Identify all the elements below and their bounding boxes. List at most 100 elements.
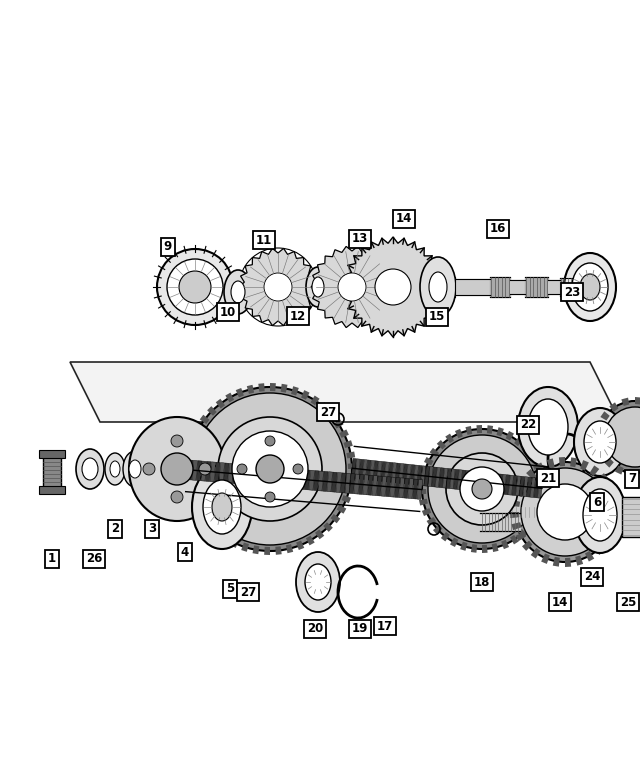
Polygon shape — [413, 465, 419, 485]
Polygon shape — [615, 465, 624, 475]
Polygon shape — [237, 464, 243, 484]
Polygon shape — [296, 541, 304, 550]
Polygon shape — [280, 384, 287, 392]
Bar — [622, 497, 640, 537]
Polygon shape — [461, 470, 466, 490]
Ellipse shape — [293, 464, 303, 474]
Polygon shape — [373, 461, 378, 481]
Polygon shape — [394, 477, 400, 497]
Polygon shape — [628, 469, 635, 477]
Polygon shape — [406, 464, 412, 484]
Polygon shape — [417, 465, 422, 486]
Ellipse shape — [515, 462, 615, 562]
Polygon shape — [609, 494, 619, 502]
Polygon shape — [184, 458, 193, 464]
Polygon shape — [327, 472, 333, 492]
Polygon shape — [439, 468, 444, 488]
Text: 13: 13 — [352, 232, 368, 246]
Polygon shape — [385, 476, 391, 497]
Polygon shape — [482, 545, 488, 553]
Polygon shape — [348, 463, 356, 469]
Polygon shape — [194, 424, 204, 433]
Polygon shape — [380, 462, 386, 482]
Polygon shape — [531, 513, 540, 521]
Polygon shape — [346, 451, 355, 458]
Polygon shape — [575, 556, 583, 566]
Polygon shape — [547, 458, 555, 469]
Ellipse shape — [312, 277, 324, 297]
Polygon shape — [534, 478, 540, 498]
Polygon shape — [187, 490, 196, 498]
Ellipse shape — [572, 263, 608, 311]
Polygon shape — [501, 474, 506, 494]
Polygon shape — [211, 526, 221, 535]
Polygon shape — [515, 532, 526, 542]
Polygon shape — [342, 495, 351, 503]
Polygon shape — [200, 415, 209, 424]
Ellipse shape — [446, 453, 518, 525]
Ellipse shape — [605, 407, 640, 467]
Text: 16: 16 — [490, 222, 506, 235]
Polygon shape — [419, 499, 428, 506]
Polygon shape — [522, 541, 532, 551]
Polygon shape — [355, 458, 360, 479]
Polygon shape — [408, 479, 413, 499]
Polygon shape — [531, 548, 541, 559]
Polygon shape — [537, 494, 546, 500]
Ellipse shape — [179, 271, 211, 303]
Polygon shape — [534, 503, 544, 511]
Polygon shape — [465, 470, 470, 490]
Text: 23: 23 — [564, 285, 580, 298]
Polygon shape — [214, 462, 220, 483]
Polygon shape — [476, 472, 481, 492]
Polygon shape — [327, 410, 337, 420]
Polygon shape — [259, 466, 265, 486]
Text: 11: 11 — [256, 234, 272, 246]
Polygon shape — [241, 542, 249, 552]
Polygon shape — [277, 468, 283, 488]
Polygon shape — [510, 512, 519, 518]
Text: 15: 15 — [429, 311, 445, 323]
Ellipse shape — [82, 458, 98, 480]
Ellipse shape — [188, 387, 352, 551]
Polygon shape — [487, 425, 493, 434]
Polygon shape — [610, 517, 620, 524]
Polygon shape — [337, 505, 346, 514]
Circle shape — [338, 273, 366, 301]
Polygon shape — [273, 467, 278, 487]
Polygon shape — [376, 476, 382, 496]
Ellipse shape — [105, 453, 125, 485]
Polygon shape — [450, 538, 458, 547]
Polygon shape — [501, 540, 509, 549]
Ellipse shape — [171, 435, 183, 447]
Polygon shape — [433, 525, 442, 535]
Ellipse shape — [123, 451, 147, 487]
Polygon shape — [286, 469, 292, 489]
Ellipse shape — [265, 492, 275, 502]
Polygon shape — [296, 469, 301, 490]
Polygon shape — [601, 536, 612, 546]
Polygon shape — [596, 423, 604, 431]
Text: 6: 6 — [593, 496, 601, 508]
Polygon shape — [565, 558, 571, 567]
Polygon shape — [427, 517, 436, 526]
Polygon shape — [363, 475, 369, 495]
Polygon shape — [223, 463, 229, 483]
Text: 18: 18 — [474, 576, 490, 588]
Polygon shape — [486, 472, 492, 493]
Ellipse shape — [129, 417, 225, 521]
Polygon shape — [268, 467, 274, 487]
Polygon shape — [207, 406, 217, 416]
Polygon shape — [403, 464, 408, 484]
Text: 19: 19 — [352, 622, 368, 636]
Ellipse shape — [599, 401, 640, 473]
Ellipse shape — [256, 455, 284, 483]
Ellipse shape — [296, 552, 340, 612]
Polygon shape — [460, 542, 467, 551]
Polygon shape — [210, 462, 216, 482]
Text: 21: 21 — [540, 472, 556, 485]
Polygon shape — [301, 390, 310, 399]
Polygon shape — [191, 500, 201, 509]
Polygon shape — [345, 485, 354, 492]
Polygon shape — [525, 521, 534, 530]
